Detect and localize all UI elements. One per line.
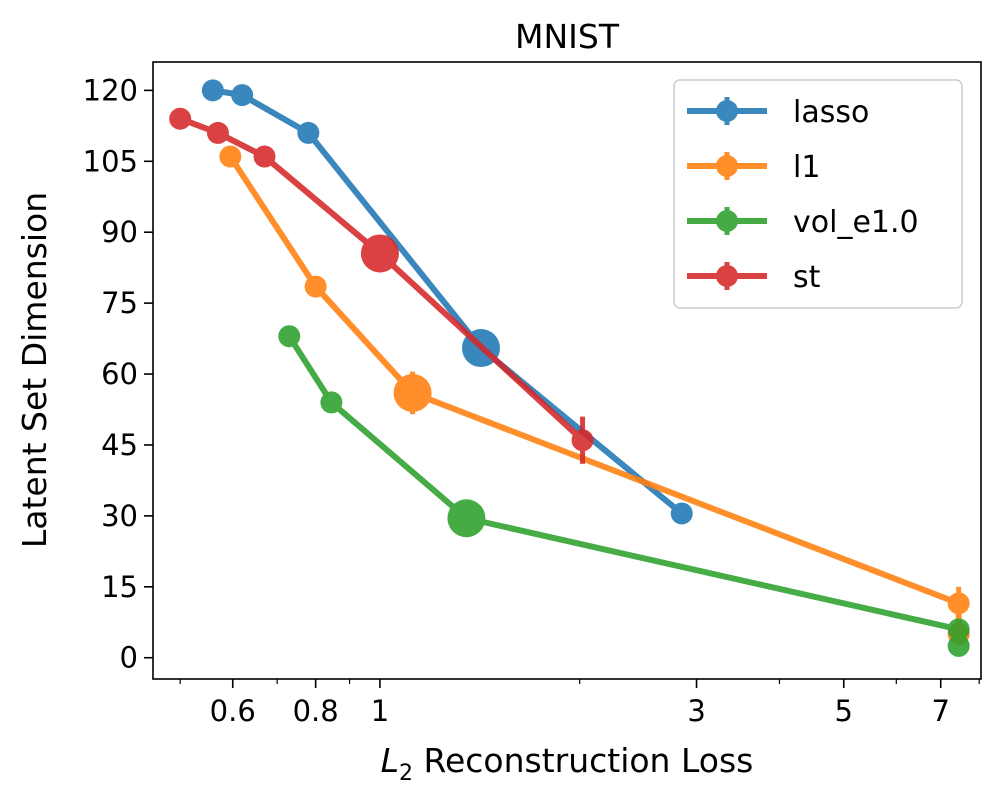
series-st [169, 107, 594, 464]
x-tick-label: 3 [687, 694, 705, 728]
data-point-st [360, 234, 399, 273]
legend-label-l1: l1 [793, 150, 820, 185]
y-tick-label: 60 [101, 357, 138, 391]
data-point-lasso [231, 84, 254, 107]
x-axis-title: L2 Reconstruction Loss [381, 741, 754, 786]
data-point-lasso [201, 79, 224, 102]
legend-label-vol_e1.0: vol_e1.0 [793, 205, 919, 240]
x-axis-title-rest: Reconstruction Loss [413, 741, 753, 780]
legend-marker [716, 155, 738, 177]
legend-entry-l1 [687, 152, 767, 180]
data-point-vol_e1.0 [947, 634, 970, 657]
data-point-st [206, 121, 229, 144]
data-point-l1 [304, 275, 327, 298]
x-tick-label: 1 [371, 694, 389, 728]
legend-label-st: st [793, 260, 821, 295]
legend-box [673, 79, 963, 309]
legend-label-lasso: lasso [793, 95, 869, 130]
data-point-st [571, 429, 594, 452]
y-tick-label: 45 [101, 428, 138, 462]
x-tick-label: 5 [835, 694, 853, 728]
series-vol_e1.0 [278, 325, 970, 657]
data-point-st [169, 107, 192, 130]
data-point-vol_e1.0 [947, 618, 970, 641]
y-tick-label: 30 [101, 499, 138, 533]
y-tick-label: 90 [101, 215, 138, 249]
data-point-lasso [297, 121, 320, 144]
y-tick-label: 105 [83, 144, 138, 178]
legend-entry-lasso [687, 97, 767, 125]
axis-ticks: 0 15 30 45 60 75 90 105 120 0.6 0.8 1 3 5 7 [83, 73, 980, 728]
data-point-vol_e1.0 [278, 325, 301, 348]
data-point-st [253, 145, 276, 168]
plot-frame [152, 61, 982, 680]
data-point-vol_e1.0 [320, 391, 343, 414]
data-point-lasso [670, 502, 693, 525]
chart-title: MNIST [515, 17, 620, 56]
x-axis-title-italic: L [381, 741, 399, 780]
data-point-vol_e1.0 [447, 499, 486, 538]
x-axis-title-subscript: 2 [399, 761, 413, 786]
legend-marker [716, 265, 738, 287]
y-tick-label: 75 [101, 286, 138, 320]
legend-marker [716, 210, 738, 232]
legend-marker [716, 100, 738, 122]
x-tick-label: 7 [931, 694, 949, 728]
data-point-l1 [219, 145, 242, 168]
legend-entry-st [687, 262, 767, 290]
legend: lasso l1 vol_e1.0st [673, 79, 963, 309]
x-tick-label: 0.6 [210, 694, 256, 728]
y-tick-label: 120 [83, 73, 138, 107]
x-tick-label: 0.8 [293, 694, 339, 728]
legend-entry-vol_e1.0 [687, 207, 767, 235]
y-axis-title: Latent Set Dimension [15, 192, 54, 548]
data-point-l1 [393, 373, 432, 412]
y-tick-label: 0 [120, 641, 138, 675]
y-tick-label: 15 [101, 570, 138, 604]
series-layer [169, 79, 970, 657]
data-point-l1 [947, 592, 970, 615]
